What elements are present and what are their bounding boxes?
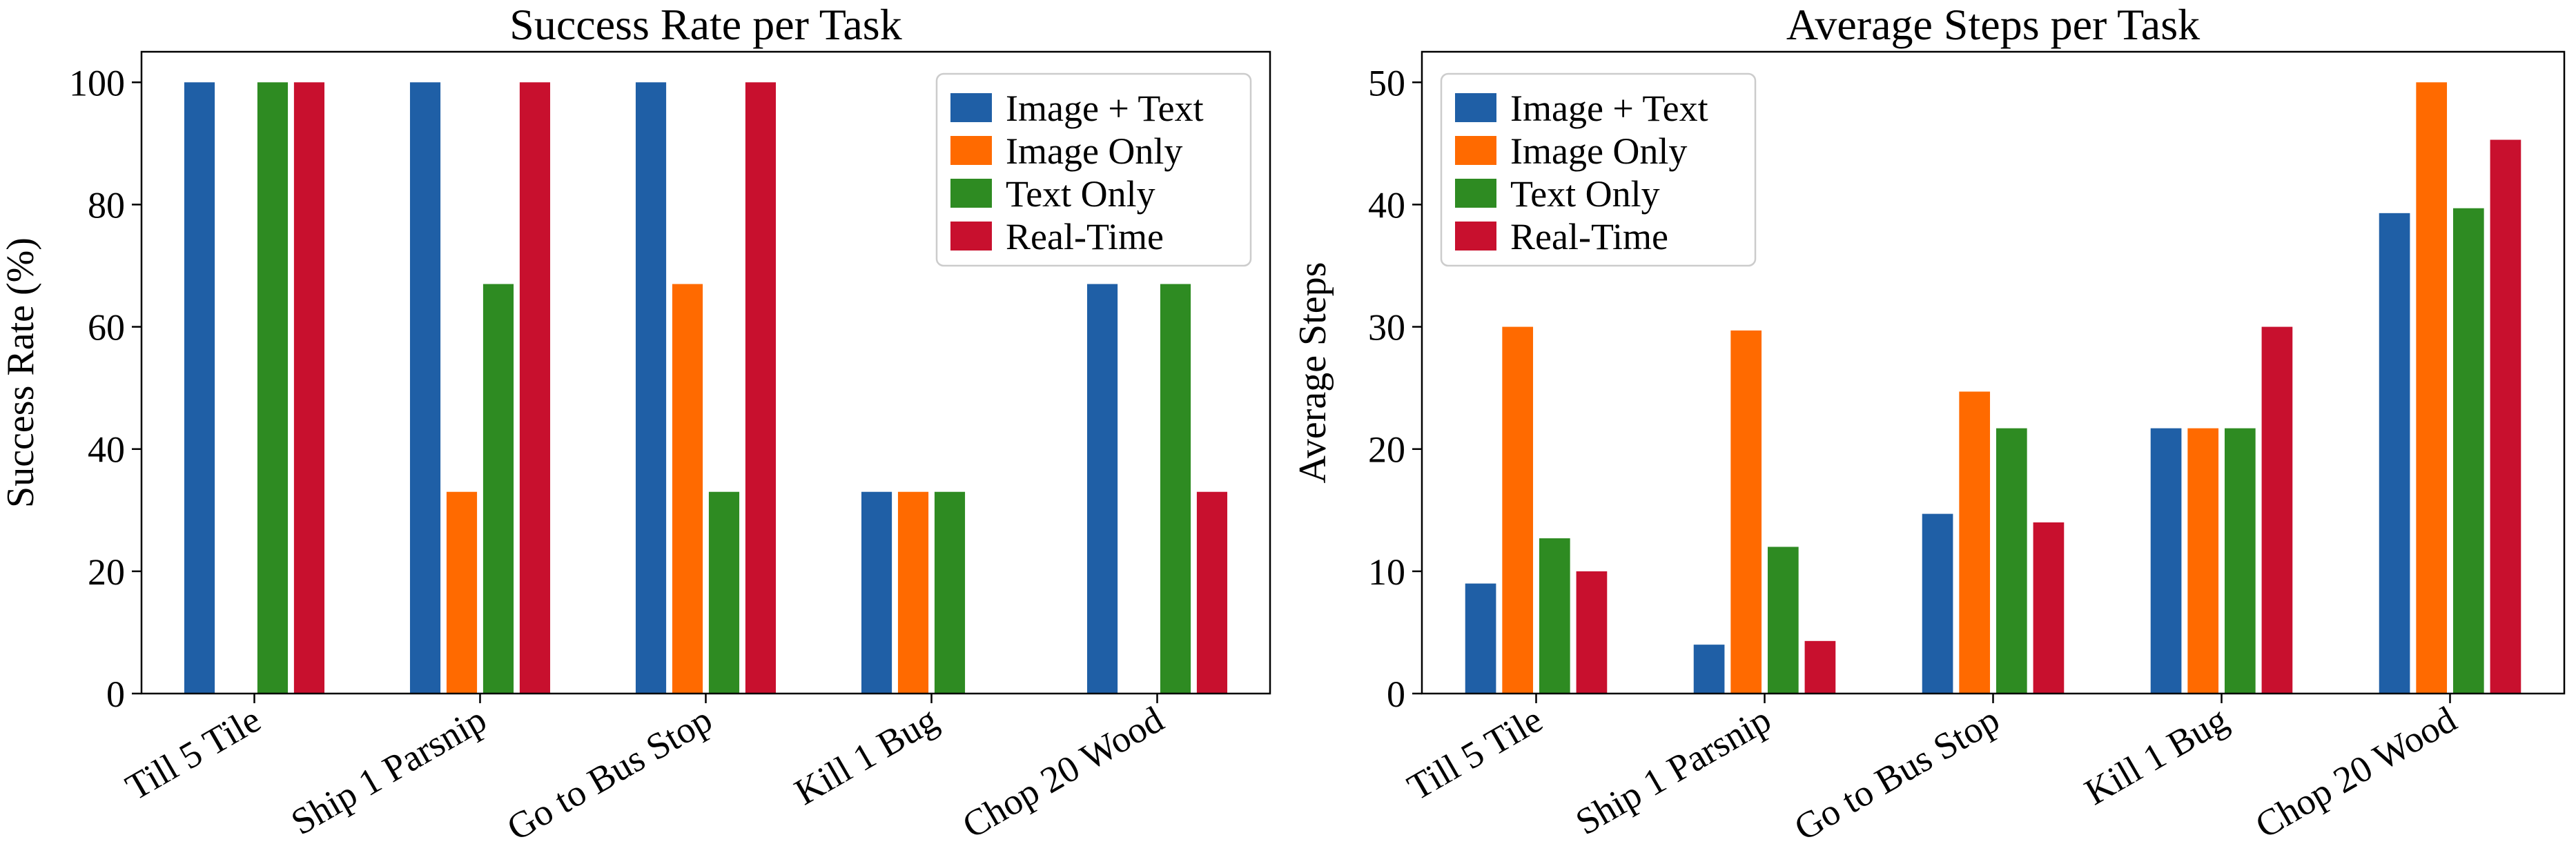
- legend-swatch: [1455, 93, 1496, 122]
- y-tick-label: 60: [88, 307, 125, 348]
- bar: [2261, 326, 2293, 694]
- plot-frame: [140, 50, 1271, 695]
- bar: [861, 491, 892, 694]
- success-rate-chart: Success Rate per Task Success Rate (%) 0…: [0, 0, 1271, 849]
- bar: [519, 82, 551, 694]
- bar: [409, 82, 441, 694]
- x-tick-label: Till 5 Tile: [119, 698, 267, 808]
- bar-group: [184, 82, 1228, 694]
- x-tick-label: Ship 1 Parsnip: [1569, 698, 1778, 843]
- legend-label: Real-Time: [1006, 216, 1164, 257]
- legend-label: Image + Text: [1006, 88, 1204, 129]
- bar: [1196, 491, 1228, 694]
- plot-frame: [1421, 50, 2566, 695]
- legend-label: Real-Time: [1510, 216, 1668, 257]
- bar: [1160, 284, 1191, 694]
- legend-label: Image + Text: [1510, 88, 1708, 129]
- legend-swatch: [1455, 136, 1496, 165]
- y-tick-label: 10: [1368, 551, 1405, 593]
- x-tick-label: Chop 20 Wood: [955, 698, 1170, 846]
- y-axis-label: Success Rate (%): [0, 237, 42, 508]
- average-steps-chart: Average Steps per Task Average Steps 0 10…: [1291, 0, 2566, 849]
- legend-swatch: [950, 93, 992, 122]
- bar: [672, 284, 703, 694]
- y-tick-label: 40: [88, 429, 125, 471]
- bar: [2150, 428, 2182, 694]
- y-ticks: 0 20 40 60 80 100: [69, 62, 142, 715]
- bar: [293, 82, 325, 694]
- y-tick-label: 0: [106, 674, 125, 715]
- y-tick-label: 80: [88, 184, 125, 226]
- x-tick-label: Chop 20 Wood: [2248, 698, 2463, 846]
- bar: [2452, 208, 2484, 694]
- bar: [2224, 428, 2256, 694]
- bar: [1804, 640, 1836, 694]
- legend-label: Text Only: [1006, 173, 1155, 215]
- chart-title: Success Rate per Task: [509, 0, 901, 49]
- bar: [1086, 284, 1118, 694]
- bar: [1539, 538, 1570, 694]
- y-tick-label: 40: [1368, 184, 1405, 226]
- bar: [1730, 330, 1762, 694]
- bar: [1465, 583, 1496, 694]
- bar: [2033, 522, 2065, 694]
- y-tick-label: 20: [88, 551, 125, 593]
- bar: [2379, 213, 2410, 694]
- x-tick-label: Kill 1 Bug: [788, 698, 944, 813]
- bar: [1922, 513, 1953, 694]
- legend-label: Image Only: [1510, 130, 1687, 172]
- bar: [2187, 428, 2219, 694]
- bar: [708, 491, 740, 694]
- bar: [635, 82, 667, 694]
- x-tick-label: Till 5 Tile: [1401, 698, 1549, 808]
- bar: [1767, 547, 1799, 694]
- bar: [1996, 428, 2027, 694]
- bar: [2416, 82, 2448, 694]
- bar: [257, 82, 289, 694]
- y-tick-label: 50: [1368, 62, 1405, 104]
- bar: [897, 491, 929, 694]
- y-ticks: 0 10 20 30 40 50: [1368, 62, 1422, 715]
- y-tick-label: 30: [1368, 307, 1405, 348]
- bar: [446, 491, 478, 694]
- legend-frame: [1440, 72, 1757, 267]
- legend-label: Text Only: [1510, 173, 1660, 215]
- bar: [184, 82, 215, 694]
- y-tick-label: 20: [1368, 429, 1405, 471]
- x-ticks: Till 5 Tile Ship 1 Parsnip Go to Bus Stop K…: [119, 694, 1171, 849]
- legend-frame: [935, 72, 1252, 267]
- x-ticks: Till 5 Tile Ship 1 Parsnip Go to Bus Stop K…: [1401, 694, 2463, 849]
- legend-swatch: [950, 136, 992, 165]
- y-axis-label: Average Steps: [1291, 262, 1334, 484]
- legend-swatch: [1455, 222, 1496, 251]
- bar: [745, 82, 777, 694]
- legend-swatch: [1455, 179, 1496, 208]
- bar: [1502, 326, 1534, 694]
- x-tick-label: Go to Bus Stop: [1787, 698, 2006, 849]
- y-tick-label: 100: [69, 62, 125, 104]
- bar: [934, 491, 966, 694]
- x-tick-label: Ship 1 Parsnip: [284, 698, 494, 843]
- chart-title: Average Steps per Task: [1786, 0, 2200, 49]
- bar: [482, 284, 514, 694]
- legend-swatch: [950, 222, 992, 251]
- bar: [1693, 645, 1725, 694]
- legend-label: Image Only: [1006, 130, 1182, 172]
- bar: [1959, 391, 1991, 694]
- x-tick-label: Kill 1 Bug: [2078, 698, 2234, 813]
- x-tick-label: Go to Bus Stop: [500, 698, 719, 849]
- bar: [2490, 139, 2521, 694]
- bar: [1576, 571, 1608, 694]
- bar-group: [1465, 82, 2521, 694]
- y-tick-label: 0: [1387, 674, 1405, 715]
- legend-swatch: [950, 179, 992, 208]
